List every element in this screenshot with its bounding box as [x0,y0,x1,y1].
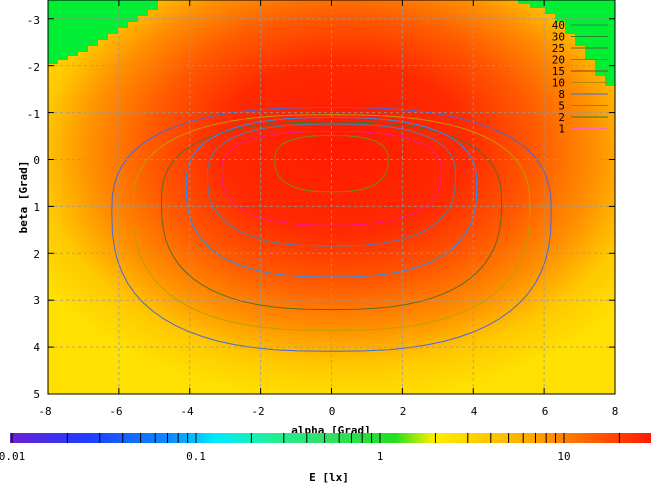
y-tick-label: 2 [33,248,40,261]
colorbar-tick-label: 0.01 [0,450,25,463]
x-tick-label: 4 [471,405,478,418]
colorbar-tick-label: 0.1 [186,450,206,463]
x-tick-label: -6 [109,405,122,418]
legend-label: 1 [558,123,565,136]
y-tick-label: -2 [27,61,40,74]
y-axis-label: beta [Grad] [17,161,30,234]
y-tick-labels: -3 -2 -1 0 1 2 3 4 5 [27,14,41,401]
y-tick-label: 5 [33,388,40,401]
y-tick-label: 1 [33,201,40,214]
colorbar-ticks [11,433,620,443]
legend-label: 5 [558,100,565,113]
axis-ticks [47,0,616,395]
contour-line [160,121,503,311]
contour-line [221,130,442,226]
y-tick-label: -3 [27,14,40,27]
x-tick-label: 8 [612,405,619,418]
legend-label: 40 [552,19,565,32]
x-tick-label: 6 [542,405,549,418]
x-tick-label: -8 [38,405,51,418]
colorbar-tick-label: 1 [377,450,384,463]
x-tick-label: 2 [400,405,407,418]
x-tick-label: 0 [329,405,336,418]
legend-label: 25 [552,42,565,55]
y-tick-label: 4 [33,341,40,354]
x-tick-label: -4 [180,405,194,418]
legend-label: 30 [552,31,565,44]
colorbar-strip [10,433,651,443]
green-region-top-left [48,0,158,64]
y-tick-label: -1 [27,108,40,121]
grid-lines [48,0,615,394]
legend-label: 8 [558,88,565,101]
colorbar-label: E [lx] [309,471,349,483]
legend-label: 15 [552,65,565,78]
legend-label: 10 [552,77,565,90]
contour-lines [111,106,552,352]
contour-line [185,116,478,278]
x-tick-labels: -8 -6 -4 -2 0 2 4 6 8 [38,405,618,418]
colorbar-tick-label: 10 [557,450,570,463]
contour-line [111,106,552,352]
y-tick-label: 3 [33,294,40,307]
legend-label: 2 [558,111,565,124]
contour-line [206,123,457,247]
y-tick-label: 0 [33,154,40,167]
x-tick-label: -2 [251,405,264,418]
green-region-top-right [518,0,615,86]
legend-label: 20 [552,54,565,67]
contour-line [274,135,389,193]
colorbar: 0.01 0.1 1 10 E [lx] [0,433,651,483]
